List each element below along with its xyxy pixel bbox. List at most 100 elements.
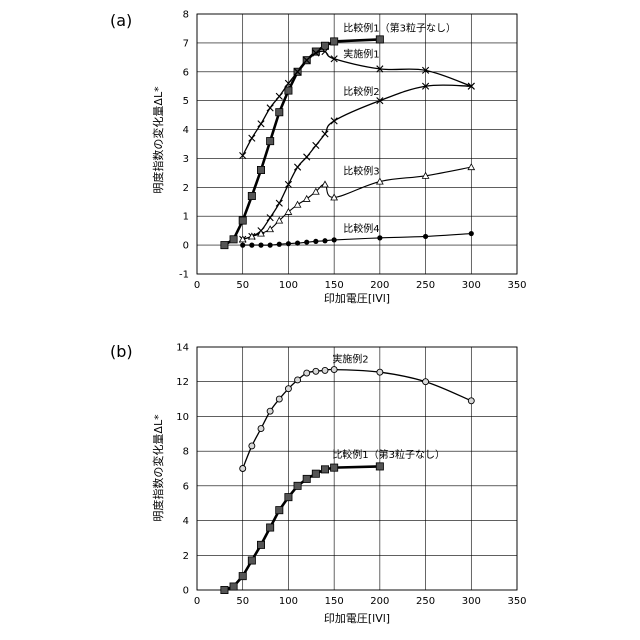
data-point bbox=[230, 236, 237, 243]
panel-b-tag: (b) bbox=[110, 342, 133, 361]
data-point bbox=[267, 214, 273, 220]
data-point bbox=[303, 475, 310, 482]
data-point bbox=[285, 87, 292, 94]
data-point bbox=[294, 164, 300, 170]
series-3 bbox=[240, 83, 475, 243]
data-point bbox=[267, 105, 273, 111]
y-tick-label: 12 bbox=[176, 377, 189, 388]
x-tick-label: 0 bbox=[194, 596, 200, 607]
series-annotation: 比較例4 bbox=[343, 222, 379, 235]
figure: (a) (b) 050100150200250300350-1012345678… bbox=[0, 0, 640, 640]
x-tick-label: 150 bbox=[325, 596, 344, 607]
data-point bbox=[277, 242, 282, 247]
series-annotation: 実施例2 bbox=[332, 353, 368, 366]
data-point bbox=[276, 200, 282, 206]
data-point bbox=[376, 463, 383, 470]
y-tick-label: 8 bbox=[183, 10, 189, 21]
series-annotation: 比較例3 bbox=[343, 164, 379, 177]
y-tick-label: 4 bbox=[183, 516, 189, 527]
x-tick-label: 350 bbox=[507, 280, 526, 291]
series-line bbox=[243, 51, 472, 155]
series-2 bbox=[240, 48, 475, 158]
series-annotation: 比較例1（第3粒子なし） bbox=[332, 448, 445, 461]
x-tick-label: 100 bbox=[279, 596, 298, 607]
y-tick-label: 0 bbox=[183, 241, 189, 252]
data-point bbox=[276, 507, 283, 514]
data-point bbox=[258, 243, 263, 248]
chart-a: 050100150200250300350-1012345678印加電圧[lVl… bbox=[151, 10, 527, 306]
data-point bbox=[267, 524, 274, 531]
data-point bbox=[331, 367, 337, 373]
data-point bbox=[468, 164, 474, 170]
x-axis-label: 印加電圧[lVl] bbox=[324, 292, 390, 305]
x-tick-label: 50 bbox=[236, 596, 249, 607]
y-tick-label: 10 bbox=[176, 412, 189, 423]
y-tick-label: 8 bbox=[183, 447, 189, 458]
data-point bbox=[295, 240, 300, 245]
y-tick-label: 2 bbox=[183, 183, 189, 194]
x-tick-label: 300 bbox=[462, 596, 481, 607]
y-tick-label: 3 bbox=[183, 154, 189, 165]
data-point bbox=[249, 243, 254, 248]
y-tick-label: -1 bbox=[179, 270, 189, 281]
data-point bbox=[294, 201, 300, 207]
x-tick-label: 300 bbox=[462, 280, 481, 291]
data-point bbox=[295, 377, 301, 383]
data-point bbox=[313, 368, 319, 374]
data-point bbox=[240, 466, 246, 472]
data-point bbox=[468, 398, 474, 404]
x-tick-label: 200 bbox=[370, 280, 389, 291]
data-point bbox=[268, 243, 273, 248]
y-tick-label: 4 bbox=[183, 125, 189, 136]
series-annotation: 実施例1 bbox=[343, 47, 379, 60]
data-point bbox=[276, 109, 283, 116]
data-point bbox=[376, 36, 383, 43]
chart-b: 05010015020025030035002468101214印加電圧[lVl… bbox=[151, 343, 527, 626]
data-point bbox=[377, 235, 382, 240]
data-point bbox=[257, 166, 264, 173]
data-point bbox=[377, 369, 383, 375]
data-point bbox=[331, 464, 338, 471]
x-tick-label: 200 bbox=[370, 596, 389, 607]
series-1 bbox=[221, 36, 384, 249]
data-point bbox=[322, 181, 328, 187]
data-point bbox=[285, 494, 292, 501]
series-line bbox=[224, 466, 379, 590]
data-point bbox=[322, 238, 327, 243]
data-point bbox=[322, 131, 328, 137]
x-tick-label: 150 bbox=[325, 280, 344, 291]
data-point bbox=[313, 142, 319, 148]
y-tick-label: 1 bbox=[183, 212, 189, 223]
data-point bbox=[304, 240, 309, 245]
data-point bbox=[249, 443, 255, 449]
data-point bbox=[304, 154, 310, 160]
y-tick-label: 7 bbox=[183, 38, 189, 49]
data-point bbox=[423, 234, 428, 239]
data-point bbox=[249, 135, 255, 141]
y-tick-label: 6 bbox=[183, 481, 189, 492]
data-point bbox=[276, 93, 282, 99]
data-point bbox=[304, 370, 310, 376]
panel-a-tag: (a) bbox=[110, 11, 132, 30]
data-point bbox=[221, 242, 228, 249]
data-point bbox=[248, 557, 255, 564]
data-point bbox=[285, 386, 291, 392]
data-point bbox=[248, 192, 255, 199]
data-point bbox=[257, 541, 264, 548]
data-point bbox=[230, 583, 237, 590]
series-annotation: 比較例2 bbox=[343, 85, 379, 98]
x-axis-label: 印加電圧[lVl] bbox=[324, 612, 390, 625]
data-point bbox=[321, 466, 328, 473]
data-point bbox=[332, 237, 337, 242]
data-point bbox=[312, 470, 319, 477]
data-point bbox=[267, 138, 274, 145]
series-2 bbox=[221, 463, 384, 594]
x-tick-label: 250 bbox=[416, 596, 435, 607]
data-point bbox=[258, 121, 264, 127]
data-point bbox=[258, 426, 264, 432]
y-tick-label: 14 bbox=[176, 343, 189, 354]
data-point bbox=[313, 239, 318, 244]
x-tick-label: 350 bbox=[507, 596, 526, 607]
y-tick-label: 5 bbox=[183, 96, 189, 107]
y-axis-label: 明度指数の変化量ΔL* bbox=[151, 414, 165, 522]
